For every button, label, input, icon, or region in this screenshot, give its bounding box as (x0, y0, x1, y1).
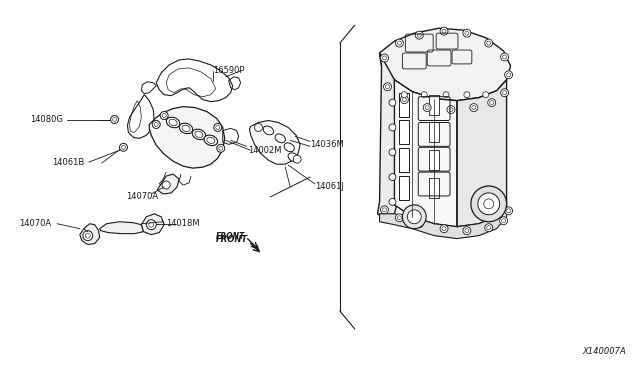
Ellipse shape (263, 126, 273, 135)
Ellipse shape (179, 123, 193, 134)
Circle shape (484, 224, 493, 232)
Circle shape (421, 92, 427, 98)
Circle shape (111, 116, 118, 124)
Circle shape (500, 217, 508, 225)
Circle shape (504, 207, 513, 215)
Polygon shape (399, 176, 410, 200)
Circle shape (217, 144, 225, 152)
Circle shape (389, 99, 396, 106)
Polygon shape (80, 224, 100, 244)
Text: 14018M: 14018M (166, 219, 200, 228)
Circle shape (470, 104, 478, 112)
Circle shape (415, 220, 423, 228)
Text: 16590P: 16590P (213, 66, 244, 76)
Circle shape (160, 112, 168, 119)
Text: 14002M: 14002M (248, 146, 282, 155)
Circle shape (83, 231, 93, 241)
Text: X140007A: X140007A (582, 347, 626, 356)
Polygon shape (457, 80, 507, 227)
Circle shape (500, 53, 509, 61)
Polygon shape (429, 122, 439, 142)
Circle shape (396, 214, 403, 222)
Polygon shape (250, 121, 300, 164)
Text: 14036M: 14036M (310, 140, 344, 149)
Text: 14070A: 14070A (19, 219, 51, 228)
Polygon shape (399, 121, 410, 144)
Polygon shape (394, 80, 457, 227)
Circle shape (162, 181, 170, 189)
Polygon shape (399, 148, 410, 172)
Circle shape (488, 99, 495, 107)
Text: 14061B: 14061B (52, 158, 84, 167)
Circle shape (389, 124, 396, 131)
Circle shape (396, 39, 403, 47)
Circle shape (381, 54, 388, 62)
Text: 14070A: 14070A (127, 192, 159, 201)
Polygon shape (380, 207, 507, 238)
Polygon shape (378, 53, 397, 217)
Circle shape (423, 104, 431, 112)
Circle shape (147, 220, 156, 230)
Circle shape (463, 29, 471, 37)
Circle shape (389, 174, 396, 180)
Circle shape (381, 206, 388, 214)
Circle shape (214, 124, 221, 131)
Circle shape (500, 89, 509, 97)
Circle shape (440, 225, 448, 232)
Polygon shape (100, 222, 143, 234)
Ellipse shape (192, 129, 205, 140)
Circle shape (447, 106, 455, 113)
Circle shape (415, 31, 423, 39)
Circle shape (464, 92, 470, 98)
Circle shape (255, 124, 262, 131)
Circle shape (484, 39, 493, 47)
Circle shape (152, 121, 160, 128)
Polygon shape (157, 174, 179, 194)
Ellipse shape (284, 143, 294, 152)
Text: 14080G: 14080G (30, 115, 63, 124)
Polygon shape (429, 150, 439, 170)
Circle shape (401, 96, 408, 104)
Circle shape (389, 149, 396, 156)
Circle shape (401, 92, 407, 98)
Polygon shape (399, 93, 410, 116)
Ellipse shape (288, 153, 298, 161)
Circle shape (293, 155, 301, 163)
Circle shape (403, 205, 426, 229)
Ellipse shape (275, 134, 285, 143)
Circle shape (389, 198, 396, 205)
Circle shape (463, 227, 471, 235)
Ellipse shape (166, 117, 180, 128)
Circle shape (471, 186, 507, 222)
Polygon shape (429, 178, 439, 198)
Circle shape (504, 71, 513, 79)
Text: FRONT: FRONT (216, 235, 248, 244)
Polygon shape (141, 214, 164, 235)
Circle shape (120, 143, 127, 151)
Circle shape (478, 193, 500, 215)
Circle shape (483, 92, 489, 98)
Circle shape (443, 92, 449, 98)
Text: 14061J: 14061J (315, 183, 344, 192)
Polygon shape (429, 95, 439, 115)
Circle shape (407, 210, 421, 224)
Circle shape (440, 27, 448, 35)
Circle shape (383, 83, 392, 91)
Polygon shape (149, 107, 225, 168)
Text: FRONT: FRONT (216, 232, 245, 241)
Ellipse shape (204, 135, 218, 145)
Polygon shape (380, 28, 511, 101)
